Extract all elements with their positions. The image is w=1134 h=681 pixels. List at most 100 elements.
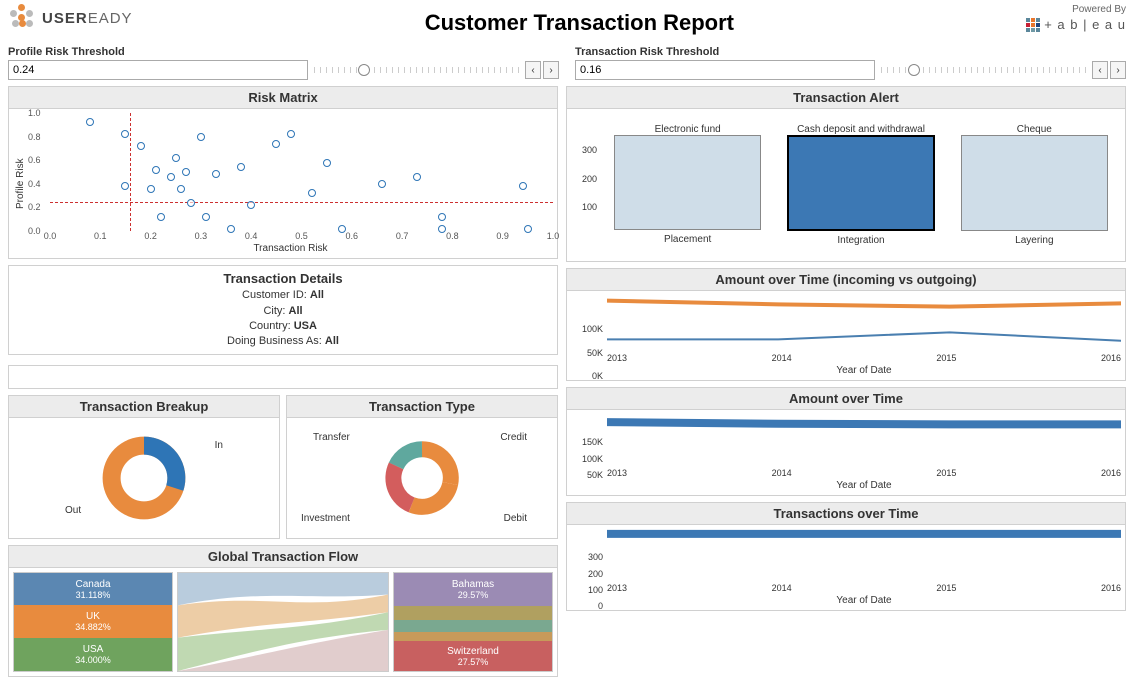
amount-io-yaxis: 0K50K100K [571, 295, 607, 376]
txn-count-plot[interactable] [607, 529, 1121, 581]
amount-io-panel: Amount over Time (incoming vs outgoing) … [566, 268, 1126, 381]
risk-matrix-ylabel: Profile Risk [13, 113, 28, 254]
flow-dest-band[interactable] [394, 632, 552, 642]
alert-column[interactable]: Electronic fundPlacement [601, 117, 774, 257]
txn-count-title: Transactions over Time [567, 503, 1125, 525]
transaction-threshold-prev-button[interactable]: ‹ [1092, 61, 1108, 79]
risk-point[interactable] [167, 173, 175, 181]
risk-point[interactable] [247, 201, 255, 209]
flow-dest-band[interactable] [394, 620, 552, 632]
risk-point[interactable] [197, 133, 205, 141]
breakup-chart[interactable]: In Out [9, 418, 279, 538]
flow-dest-band[interactable] [394, 606, 552, 620]
risk-point[interactable] [287, 130, 295, 138]
transaction-threshold-control: Transaction Risk Threshold ‹ › [575, 46, 1126, 80]
amount-total-plot[interactable] [607, 414, 1121, 466]
risk-point[interactable] [147, 185, 155, 193]
useready-logo: USEREADY [8, 4, 133, 32]
profile-threshold-prev-button[interactable]: ‹ [525, 61, 541, 79]
risk-point[interactable] [378, 180, 386, 188]
transaction-threshold-next-button[interactable]: › [1110, 61, 1126, 79]
flow-dest-band[interactable]: Switzerland27.57% [394, 641, 552, 670]
flow-source-band[interactable]: UK34.882% [14, 605, 172, 638]
profile-threshold-label: Profile Risk Threshold [8, 46, 559, 58]
type-donut-icon [382, 438, 462, 518]
flow-dest-box[interactable]: Bahamas29.57% Switzerland27.57% [393, 572, 553, 672]
profile-threshold-input[interactable] [8, 60, 308, 80]
type-investment-label: Investment [301, 513, 350, 524]
tableau-logo: + a b | e a u [1026, 17, 1126, 32]
risk-point[interactable] [308, 189, 316, 197]
page-title: Customer Transaction Report [425, 10, 734, 36]
risk-point[interactable] [202, 213, 210, 221]
sankey-icon [178, 573, 388, 671]
global-flow-title: Global Transaction Flow [9, 546, 557, 568]
alert-column[interactable]: ChequeLayering [948, 117, 1121, 257]
details-dba: Doing Business As: All [13, 334, 553, 349]
transaction-threshold-label: Transaction Risk Threshold [575, 46, 1126, 58]
transaction-breakup-panel: Transaction Breakup In Out [8, 395, 280, 539]
transaction-details-panel: Transaction Details Customer ID: All Cit… [8, 265, 558, 355]
alert-bars[interactable]: Electronic fundPlacementCash deposit and… [601, 117, 1121, 257]
transaction-type-panel: Transaction Type Credit Debit Investment… [286, 395, 558, 539]
flow-source-band[interactable]: Canada31.118% [14, 573, 172, 606]
risk-matrix-xlabel: Transaction Risk [28, 243, 553, 254]
amount-io-plot[interactable] [607, 295, 1121, 351]
alert-column[interactable]: Cash deposit and withdrawalIntegration [774, 117, 947, 257]
details-city: City: All [13, 304, 553, 319]
risk-point[interactable] [212, 170, 220, 178]
risk-point[interactable] [172, 154, 180, 162]
profile-threshold-next-button[interactable]: › [543, 61, 559, 79]
tableau-text: + a b | e a u [1044, 17, 1126, 32]
header: USEREADY Customer Transaction Report Pow… [8, 4, 1126, 50]
amount-io-xaxis: 2013201420152016 [607, 351, 1121, 363]
powered-by: Powered By + a b | e a u [1026, 4, 1126, 32]
risk-point[interactable] [137, 142, 145, 150]
risk-point[interactable] [438, 213, 446, 221]
risk-point[interactable] [323, 159, 331, 167]
risk-point[interactable] [182, 168, 190, 176]
risk-matrix-panel: Risk Matrix Profile Risk 0.00.20.40.60.8… [8, 86, 558, 259]
breakup-donut-icon [99, 433, 189, 523]
amount-total-title: Amount over Time [567, 388, 1125, 410]
details-title: Transaction Details [13, 270, 553, 288]
amount-io-title: Amount over Time (incoming vs outgoing) [567, 269, 1125, 291]
txn-count-yaxis: 0100200300 [571, 529, 607, 606]
type-chart[interactable]: Credit Debit Investment Transfer [287, 418, 557, 538]
type-credit-label: Credit [500, 432, 527, 443]
transaction-threshold-input[interactable] [575, 60, 875, 80]
risk-point[interactable] [519, 182, 527, 190]
risk-point[interactable] [121, 182, 129, 190]
flow-sankey-box[interactable] [177, 572, 389, 672]
details-filter-box[interactable] [8, 365, 558, 389]
profile-threshold-slider[interactable] [314, 62, 523, 78]
risk-point[interactable] [237, 163, 245, 171]
breakup-title: Transaction Breakup [9, 396, 279, 418]
flow-source-band[interactable]: USA34.000% [14, 638, 172, 671]
flow-source-box[interactable]: Canada31.118%UK34.882%USA34.000% [13, 572, 173, 672]
alert-title: Transaction Alert [567, 87, 1125, 109]
amount-total-panel: Amount over Time 50K100K150K 20132014201… [566, 387, 1126, 496]
amount-total-yaxis: 50K100K150K [571, 414, 607, 491]
risk-point[interactable] [152, 166, 160, 174]
amount-total-xaxis: 2013201420152016 [607, 466, 1121, 478]
details-customer: Customer ID: All [13, 288, 553, 303]
risk-point[interactable] [121, 130, 129, 138]
risk-matrix-title: Risk Matrix [9, 87, 557, 109]
risk-point[interactable] [272, 140, 280, 148]
logo-text: USEREADY [42, 10, 133, 27]
powered-by-label: Powered By [1026, 4, 1126, 15]
risk-point[interactable] [187, 199, 195, 207]
txn-count-xaxis: 2013201420152016 [607, 581, 1121, 593]
risk-point[interactable] [86, 118, 94, 126]
txn-count-xlabel: Year of Date [607, 595, 1121, 606]
risk-matrix-plot[interactable]: 0.00.20.40.60.81.0 [50, 113, 553, 231]
global-flow-panel: Global Transaction Flow Canada31.118%UK3… [8, 545, 558, 677]
risk-point[interactable] [177, 185, 185, 193]
flow-dest-band[interactable]: Bahamas29.57% [394, 573, 552, 606]
transaction-threshold-slider[interactable] [881, 62, 1090, 78]
risk-point[interactable] [157, 213, 165, 221]
type-transfer-label: Transfer [313, 432, 350, 443]
risk-point[interactable] [413, 173, 421, 181]
breakup-out-label: Out [65, 505, 81, 516]
